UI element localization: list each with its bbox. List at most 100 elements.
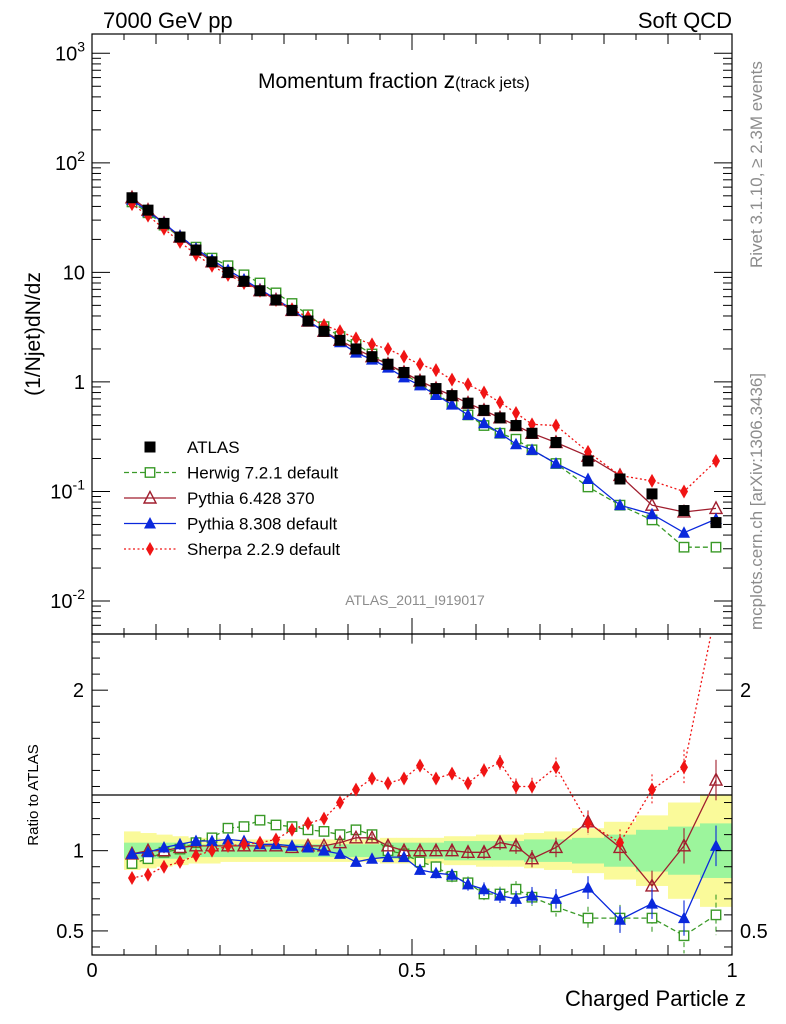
ratio-point-herwig [238,821,250,833]
ratio-point-pythia6 [708,772,724,786]
main-point-data [302,315,314,327]
y-tick-label: 10 [63,262,85,284]
main-point-data [190,244,202,256]
ratio-point-sherpa [400,771,408,786]
ratio-point-pythia8 [414,863,426,875]
plot-title-main: Momentum fraction [258,70,444,93]
ratio-point-pythia6 [476,844,492,858]
ratio-point-pythia8 [398,850,410,863]
y-tick-label: 102 [55,148,85,175]
ratio-point-sherpa [512,779,520,794]
ratio-point-sherpa [552,760,560,775]
ratio-point-pythia6 [460,844,476,858]
main-point-data [526,427,538,439]
ratio-point-sherpa [144,867,152,882]
band-inner-bin [524,839,545,862]
main-point-pythia8 [494,426,506,439]
ratio-point-sherpa [648,782,656,797]
main-point-data [462,397,474,409]
ratio-point-sherpa [616,835,624,850]
y-tick-label: 1 [74,372,85,394]
ratio-point-sherpa [256,835,264,850]
ratio-point-pythia6 [412,842,428,857]
rivet-version-label: Rivet 3.1.10, ≥ 2.3M events [747,61,766,268]
y-axis-label: (1/Njet)dN/dz [22,272,45,396]
ratio-point-sherpa [272,832,280,847]
main-point-data [678,505,690,517]
main-point-sherpa [648,473,656,488]
main-point-data [286,304,298,316]
ratio-point-sherpa [336,795,344,810]
ratio-point-sherpa [240,837,248,852]
main-point-pythia8 [646,507,658,520]
ratio-point-sherpa [480,763,488,778]
main-point-data [238,275,250,287]
main-point-sherpa [464,377,472,392]
main-point-sherpa [336,324,344,339]
ratio-point-pythia6 [492,834,508,849]
ratio-point-pythia8 [302,840,314,853]
ratio-point-pythia8 [646,897,658,909]
band-inner-bin [636,829,669,872]
ratio-point-pythia8 [142,845,154,858]
band-inner-bin [364,844,381,858]
main-point-pythia8 [526,443,538,455]
y-tick-label: 103 [55,38,85,65]
header-energy: 7000 GeV pp [103,8,233,33]
x-axis-label: Charged Particle z [565,986,746,1011]
ratio-point-sherpa [288,822,296,837]
mcplots-label: mcplots.cern.ch [arXiv:1306.3436] [747,373,766,630]
main-point-data [382,358,394,370]
main-point-pythia8 [446,398,458,410]
main-point-sherpa [512,406,520,421]
main-point-sherpa [680,484,688,499]
ratio-point-pythia8 [510,892,522,904]
plot-title: Momentum fraction z(track jets) [258,67,530,93]
legend-marker-sherpa [146,542,154,556]
legend-label-sherpa: Sherpa 2.2.9 default [187,540,340,559]
ratio-point-herwig [270,819,282,831]
main-point-pythia8 [550,457,562,469]
ratio-point-pythia8 [158,840,170,853]
main-point-pythia8 [430,388,442,400]
ratio-point-pythia8 [478,882,490,895]
legend-marker-pythia8 [144,517,156,529]
analysis-id: ATLAS_2011_I919017 [345,592,485,608]
main-point-data [270,294,282,306]
main-point-data [318,325,330,337]
y-tick-label: 10-1 [50,476,85,503]
ratio-point-pythia8 [382,850,394,863]
legend-label-pythia6: Pythia 6.428 370 [187,489,315,508]
main-point-pythia8 [510,437,522,450]
main-point-sherpa [496,395,504,410]
main-point-data [366,351,378,363]
ratio-axis-label: Ratio to ATLAS [25,744,42,845]
ratio-point-pythia6 [364,829,380,844]
main-point-sherpa [552,418,560,433]
ratio-point-sherpa [416,758,424,773]
ratio-point-pythia8 [582,881,594,893]
main-point-sherpa [448,372,456,387]
main-point-sherpa [712,453,720,468]
main-point-data [582,455,594,467]
main-point-pythia8 [614,498,626,511]
ratio-point-sherpa [584,816,592,831]
main-point-sherpa [400,349,408,364]
main-point-sherpa [416,357,424,372]
ratio-tick-label-right: 2 [740,680,751,702]
ratio-point-sherpa [304,816,312,831]
band-inner-bin [348,844,365,858]
ratio-point-pythia6 [444,842,460,857]
ratio-point-pythia6 [548,839,564,854]
ratio-point-sherpa [432,771,440,786]
legend-marker-data [144,441,156,453]
band-inner-bin [544,839,573,862]
ratio-point-pythia8 [710,839,722,851]
ratio-point-sherpa [384,776,392,791]
ratio-point-herwig [254,814,266,826]
main-point-herwig [678,541,690,553]
plot-title-sub: (track jets) [455,75,530,92]
x-tick-label: 0 [86,960,97,982]
ratio-point-herwig [318,826,330,837]
ratio-tick-label: 0.5 [56,921,84,943]
